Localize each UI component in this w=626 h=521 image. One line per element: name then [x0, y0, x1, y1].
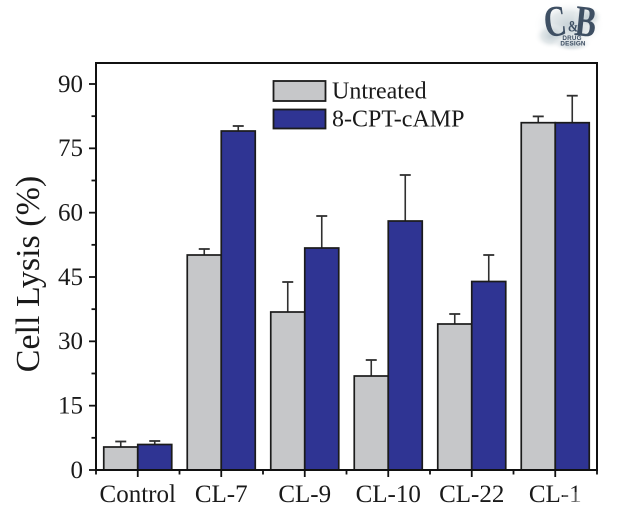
svg-text:15: 15 — [58, 392, 83, 419]
svg-text:CL-7: CL-7 — [195, 481, 248, 508]
svg-text:0: 0 — [71, 457, 84, 484]
svg-text:45: 45 — [58, 264, 83, 291]
svg-text:DRUG: DRUG — [562, 35, 581, 42]
svg-text:CL-22: CL-22 — [439, 481, 504, 508]
svg-text:Cell Lysis (%): Cell Lysis (%) — [10, 176, 47, 372]
svg-text:CL-1: CL-1 — [529, 481, 582, 508]
svg-text:75: 75 — [58, 135, 83, 162]
svg-text:&: & — [568, 18, 578, 36]
svg-text:B: B — [573, 0, 599, 47]
svg-text:60: 60 — [58, 199, 83, 226]
svg-text:8-CPT-cAMP: 8-CPT-cAMP — [332, 107, 464, 133]
svg-text:C: C — [541, 0, 569, 47]
svg-text:DESIGN: DESIGN — [560, 40, 586, 47]
svg-text:Untreated: Untreated — [332, 79, 427, 105]
svg-text:CL-10: CL-10 — [356, 481, 421, 508]
svg-text:90: 90 — [58, 71, 83, 98]
svg-text:CL-9: CL-9 — [278, 481, 331, 508]
svg-text:30: 30 — [58, 328, 83, 355]
svg-text:Control: Control — [100, 481, 176, 508]
